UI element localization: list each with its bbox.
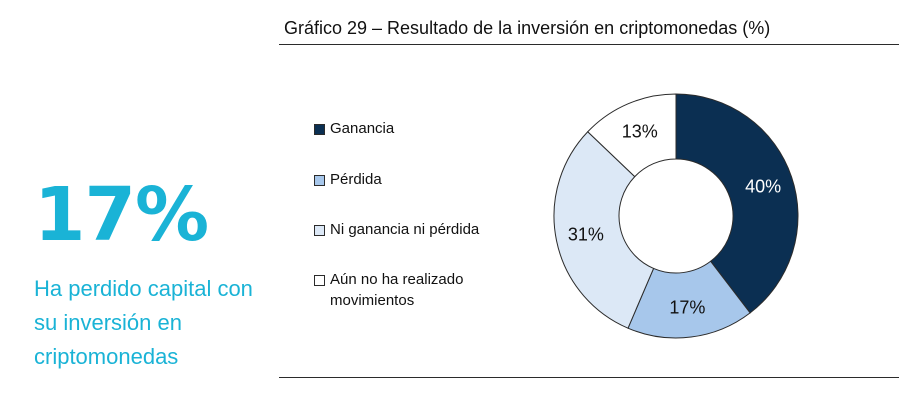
kpi-description: Ha perdido capital con su inversión en c… — [34, 276, 253, 369]
legend-label-ganancia: Ganancia — [330, 120, 395, 137]
donut-label-sin-movimientos: 13% — [622, 121, 658, 141]
legend-label-ni-ganancia-ni-perdida: Ni ganancia ni pérdida — [330, 221, 480, 238]
legend-item-sin-movimientos: Aún no ha realizado movimientos — [314, 269, 520, 311]
legend-swatch-sin-movimientos — [314, 275, 325, 286]
chart-title: Gráfico 29 – Resultado de la inversión e… — [284, 18, 771, 38]
legend-item-ganancia: Ganancia — [314, 118, 520, 139]
legend-item-ni-ganancia-ni-perdida: Ni ganancia ni pérdida — [314, 219, 520, 240]
bottom-divider — [279, 377, 899, 378]
donut-slice-sin-movimientos — [587, 93, 677, 178]
donut-slice-ganancia — [675, 93, 799, 314]
legend-swatch-ni-ganancia-ni-perdida — [314, 225, 325, 236]
title-divider — [279, 44, 899, 45]
legend-swatch-ganancia — [314, 124, 325, 135]
legend-swatch-perdida — [314, 175, 325, 186]
donut-label-ni-ganancia-ni-perdida: 31% — [568, 224, 604, 244]
legend-label-sin-movimientos: Aún no ha realizado movimientos — [330, 271, 464, 309]
donut-label-ganancia: 40% — [745, 176, 781, 196]
legend-item-perdida: Pérdida — [314, 169, 520, 190]
kpi-value: 17% — [34, 172, 209, 258]
donut-slice-ni-ganancia-ni-perdida — [553, 131, 655, 329]
donut-slice-perdida — [627, 260, 751, 339]
donut-label-perdida: 17% — [669, 297, 705, 317]
legend-label-perdida: Pérdida — [330, 171, 382, 188]
